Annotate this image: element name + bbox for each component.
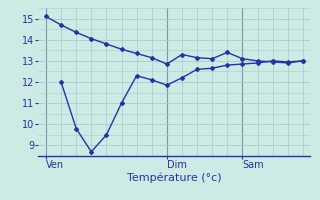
X-axis label: Température (°c): Température (°c)	[127, 173, 222, 183]
